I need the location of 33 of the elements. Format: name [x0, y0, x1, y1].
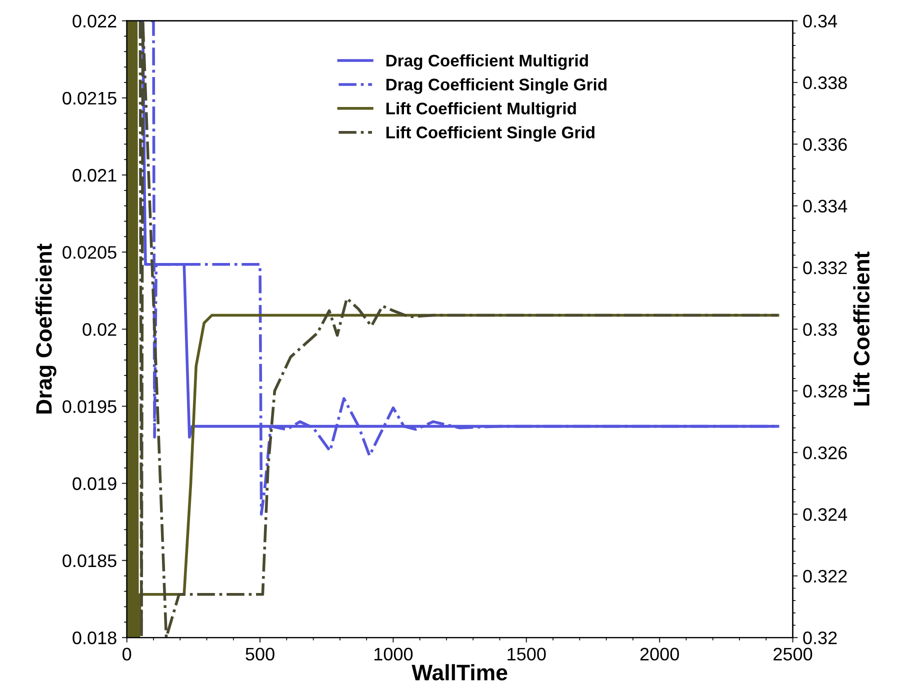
y-tick-label: 0.022 [72, 14, 116, 28]
y2-tick-label: 0.338 [803, 76, 847, 90]
y-tick-label: 0.0205 [62, 246, 116, 259]
legend-label: Drag Coefficient Multigrid [386, 54, 588, 70]
x-tick-label: 2500 [774, 648, 812, 661]
y-tick-label: 0.019 [72, 477, 116, 490]
y-tick-label: 0.018 [72, 631, 116, 644]
y2-tick-label: 0.33 [803, 323, 837, 336]
y2-axis-title: Lift Coefficient [853, 252, 870, 406]
y-tick-label: 0.021 [72, 168, 116, 182]
y2-tick-label: 0.322 [803, 570, 847, 583]
y2-tick-label: 0.336 [803, 138, 847, 151]
x-tick-label: 2000 [640, 648, 679, 661]
y-axis-title: Drag Coefficient [36, 244, 56, 414]
legend-label: Drag Coefficient Single Grid [386, 78, 606, 94]
y2-tick-label: 0.332 [803, 261, 847, 274]
y-tick-label: 0.0215 [62, 92, 116, 105]
y2-tick-label: 0.34 [803, 14, 838, 28]
y2-tick-label: 0.324 [803, 508, 848, 521]
x-tick-label: 1500 [508, 648, 546, 661]
y-tick-label: 0.0185 [62, 554, 116, 568]
x-axis-title: WallTime [412, 664, 508, 680]
y2-tick-label: 0.32 [803, 631, 837, 644]
y2-tick-label: 0.326 [803, 446, 847, 460]
y2-tick-label: 0.328 [803, 384, 847, 398]
y-tick-label: 0.02 [82, 323, 116, 336]
x-tick-label: 500 [246, 648, 274, 661]
legend-label: Lift Coefficient Multigrid [386, 102, 576, 118]
y2-tick-label: 0.334 [803, 200, 848, 213]
x-tick-label: 1000 [374, 648, 413, 661]
legend-label: Lift Coefficient Single Grid [386, 126, 594, 142]
y-tick-label: 0.0195 [62, 400, 116, 413]
x-tick-label: 0 [122, 648, 132, 661]
